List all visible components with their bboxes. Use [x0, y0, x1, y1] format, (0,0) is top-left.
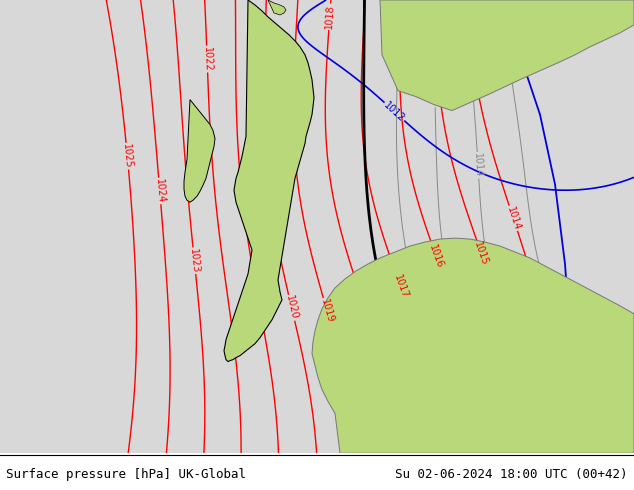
- Text: 1016: 1016: [448, 399, 467, 425]
- Text: 1021: 1021: [252, 290, 266, 316]
- Text: 1025: 1025: [121, 144, 134, 169]
- Text: 1024: 1024: [154, 178, 165, 204]
- Text: 1016: 1016: [427, 243, 445, 270]
- Text: Su 02-06-2024 18:00 UTC (00+42): Su 02-06-2024 18:00 UTC (00+42): [395, 468, 628, 481]
- Text: Surface pressure [hPa] UK-Global: Surface pressure [hPa] UK-Global: [6, 468, 247, 481]
- Polygon shape: [184, 99, 215, 202]
- Text: 1014: 1014: [472, 153, 484, 178]
- Text: 1017: 1017: [392, 273, 410, 300]
- Text: 1019: 1019: [319, 297, 335, 324]
- Text: 1022: 1022: [202, 47, 212, 72]
- Text: 1012: 1012: [382, 99, 407, 123]
- Polygon shape: [312, 238, 634, 453]
- Text: 1023: 1023: [188, 248, 200, 273]
- Text: 1018: 1018: [324, 4, 335, 29]
- Text: 1015: 1015: [472, 240, 490, 267]
- Polygon shape: [380, 0, 634, 111]
- Text: 1014: 1014: [505, 205, 522, 231]
- Polygon shape: [224, 0, 314, 362]
- Text: 1020: 1020: [284, 294, 299, 321]
- Text: 1015: 1015: [430, 81, 440, 106]
- Polygon shape: [268, 0, 286, 15]
- Text: 1013: 1013: [502, 49, 516, 75]
